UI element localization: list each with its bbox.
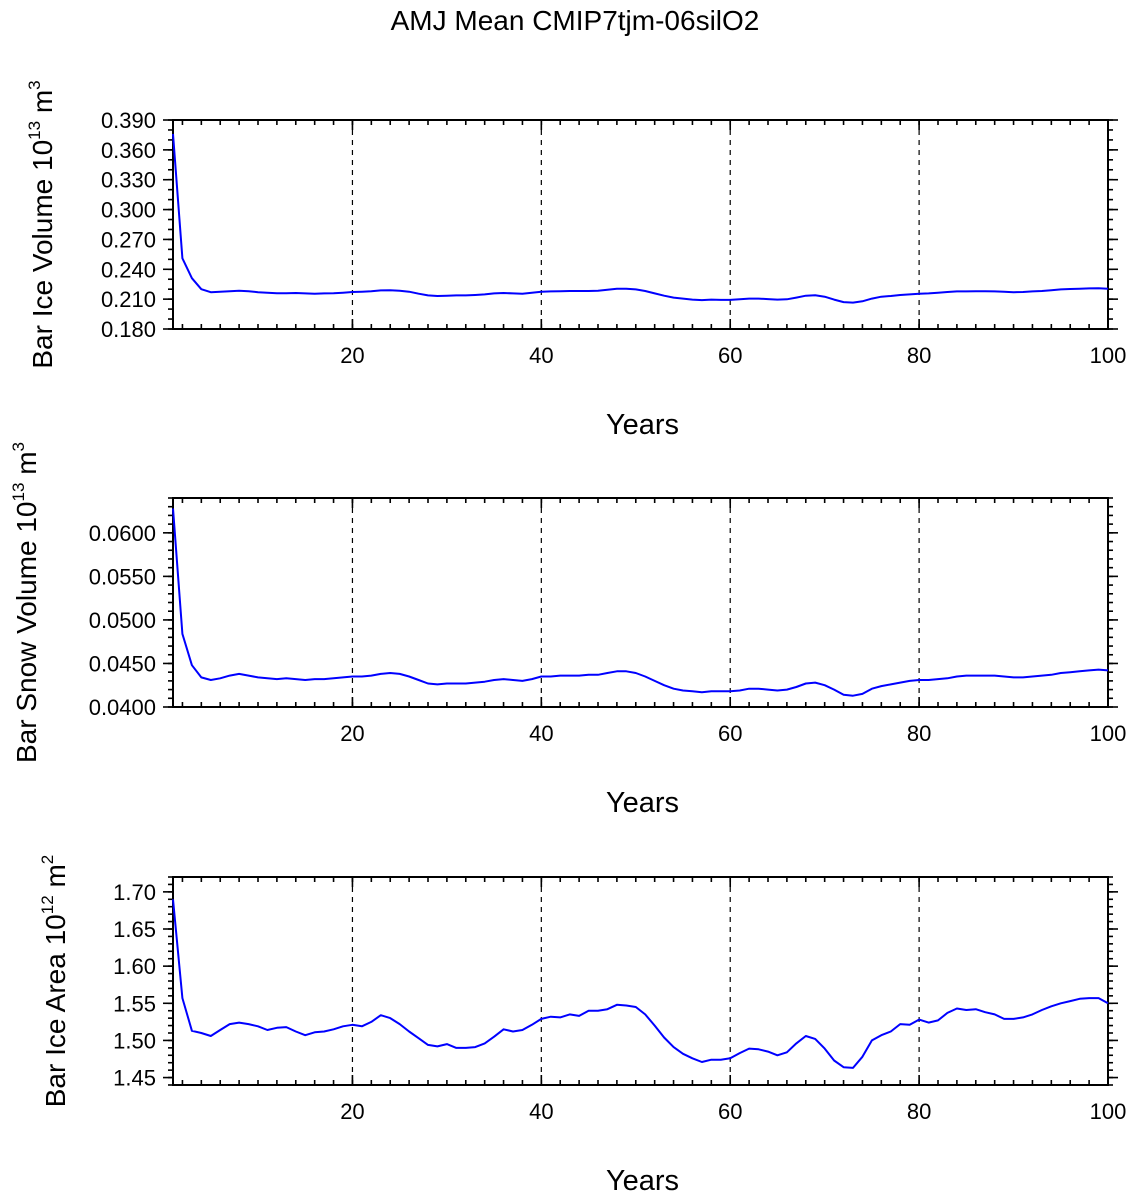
panel-snow-volume: 20 40 60 80 100 0.0400 0.0450 0.0500 0.0550 0.060… — [9, 442, 1126, 819]
ice-volume-y-tick-label: 0.360 — [101, 138, 156, 163]
ice-area-y-tick-label: 1.65 — [113, 917, 156, 942]
ice-volume-x-tick-label: 20 — [340, 343, 364, 368]
ice-area-x-tick-label: 20 — [340, 1099, 364, 1124]
snow-volume-x-tick-label: 20 — [340, 721, 364, 746]
ice-volume-x-tick-label: 80 — [907, 343, 931, 368]
snow-volume-y-title-part: Bar Snow Volume 10 — [11, 502, 42, 764]
ice-volume-y-tick-label: 0.390 — [101, 108, 156, 133]
ice-area-y-title-part: Bar Ice Area 10 — [40, 914, 71, 1107]
ice-volume-y-tick-label: 0.330 — [101, 168, 156, 193]
ice-volume-x-tick-label: 100 — [1090, 343, 1127, 368]
snow-volume-y-tick-label: 0.0400 — [89, 695, 156, 720]
snow-volume-y-tick-label: 0.0450 — [89, 651, 156, 676]
ice-volume-plot-frame — [172, 119, 1109, 330]
ice-area-x-tick-label: 80 — [907, 1099, 931, 1124]
ice-volume-y-title-part: 3 — [25, 80, 44, 89]
ice-area-plot-frame — [172, 876, 1109, 1086]
ice-volume-y-tick-label: 0.300 — [101, 198, 156, 223]
ice-area-y-title-part: m — [40, 864, 71, 895]
ice-volume-y-tick-label: 0.210 — [101, 287, 156, 312]
snow-volume-x-tick-label: 100 — [1090, 721, 1127, 746]
ice-volume-y-axis-title: Bar Ice Volume 1013 m3 — [25, 80, 58, 368]
ice-area-y-tick-label: 1.45 — [113, 1066, 156, 1091]
snow-volume-series-line — [172, 508, 1109, 697]
snow-volume-y-title-part: m — [11, 451, 42, 482]
ice-area-x-tick-label: 100 — [1090, 1099, 1127, 1124]
ice-area-y-axis-title: Bar Ice Area 1012 m2 — [38, 855, 71, 1108]
figure-title: AMJ Mean CMIP7tjm-06silO2 — [391, 5, 760, 36]
ice-area-y-tick-label: 1.70 — [113, 880, 156, 905]
snow-volume-y-title-part: 13 — [9, 483, 28, 502]
ice-volume-y-title-part: m — [27, 90, 58, 121]
snow-volume-y-axis-title: Bar Snow Volume 1013 m3 — [9, 442, 42, 763]
snow-volume-y-title-part: 3 — [9, 442, 28, 451]
panel-ice-volume: 20 40 60 80 100 0.180 0.210 0.240 0.270 0.300 0.33… — [25, 80, 1126, 441]
ice-volume-x-tick-label: 60 — [718, 343, 742, 368]
ice-area-y-tick-label: 1.55 — [113, 991, 156, 1016]
ice-volume-y-tick-label: 0.270 — [101, 227, 156, 252]
snow-volume-y-tick-label: 0.0550 — [89, 564, 156, 589]
snow-volume-x-axis-title: Years — [606, 787, 679, 819]
snow-volume-y-tick-label: 0.0600 — [89, 521, 156, 546]
ice-area-x-axis-title: Years — [606, 1165, 679, 1196]
ice-area-y-title-part: 2 — [38, 855, 57, 864]
ice-volume-y-title-part: 13 — [25, 121, 44, 140]
snow-volume-x-tick-label: 80 — [907, 721, 931, 746]
ice-volume-y-tick-label: 0.240 — [101, 257, 156, 282]
snow-volume-y-tick-label: 0.0500 — [89, 608, 156, 633]
panel-ice-area: 20 40 60 80 100 1.45 1.50 1.55 1.60 1.65 1.70 Years… — [38, 855, 1126, 1196]
ice-volume-x-tick-label: 40 — [529, 343, 553, 368]
snow-volume-x-tick-label: 60 — [718, 721, 742, 746]
ice-area-y-tick-label: 1.50 — [113, 1028, 156, 1053]
ice-volume-y-tick-label: 0.180 — [101, 317, 156, 342]
ice-area-y-tick-label: 1.60 — [113, 954, 156, 979]
ice-area-series-line — [172, 899, 1109, 1069]
ice-volume-x-axis-title: Years — [606, 409, 679, 441]
ice-area-y-title-part: 12 — [38, 895, 57, 914]
ice-volume-series-line — [172, 133, 1109, 304]
snow-volume-x-tick-label: 40 — [529, 721, 553, 746]
ice-area-x-tick-label: 60 — [718, 1099, 742, 1124]
ice-area-x-tick-label: 40 — [529, 1099, 553, 1124]
ice-volume-y-title-part: Bar Ice Volume 10 — [27, 140, 58, 369]
panels: 20 40 60 80 100 0.180 0.210 0.240 0.270 0.300 0.33… — [9, 80, 1126, 1196]
